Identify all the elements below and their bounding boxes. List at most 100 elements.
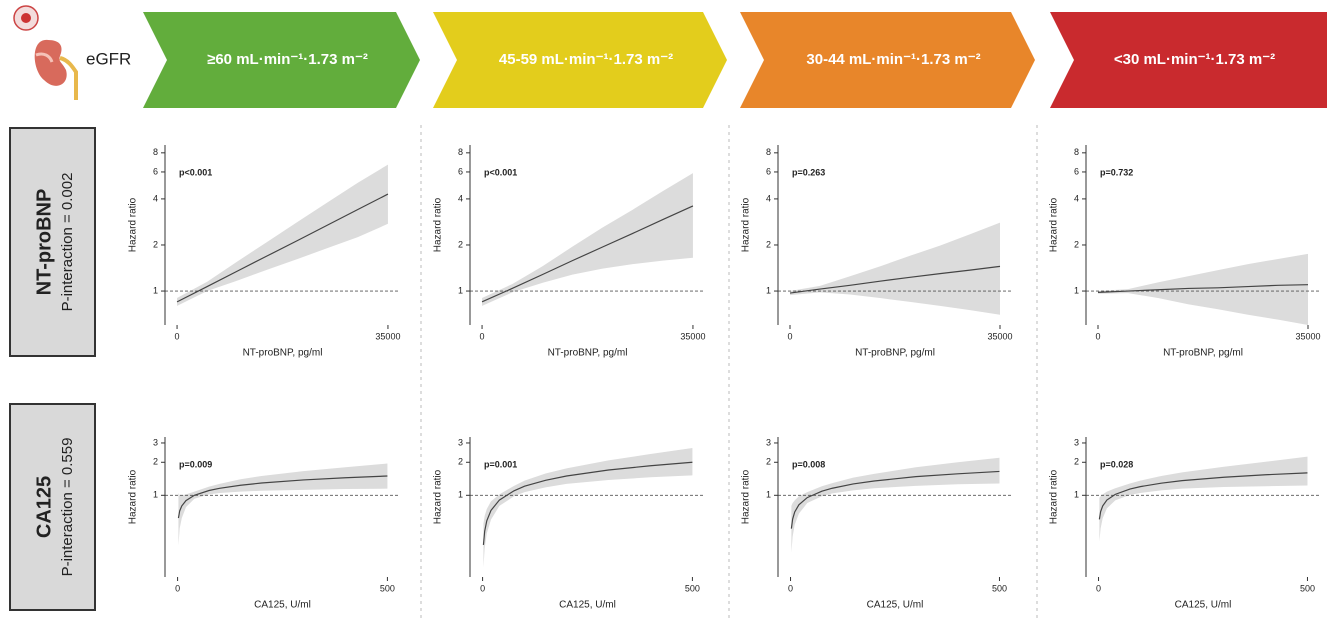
y-tick-label: 6 <box>766 166 771 176</box>
y-tick-label: 3 <box>766 437 771 447</box>
annotation: p=0.009 <box>179 459 212 469</box>
annotation: p=0.008 <box>792 459 825 469</box>
y-tick-label: 8 <box>458 147 463 157</box>
x-tick-label: 500 <box>685 583 700 593</box>
y-tick-label: 2 <box>153 457 158 467</box>
y-tick-label: 6 <box>458 166 463 176</box>
x-axis-label: CA125, U/ml <box>559 600 616 611</box>
x-axis-label: CA125, U/ml <box>1175 600 1232 611</box>
figure: eGFR NT-proBNP P-interaction = 0.002 CA1… <box>0 0 1327 619</box>
confidence-band <box>1099 457 1307 542</box>
confidence-band <box>482 173 693 306</box>
x-tick-label: 0 <box>480 331 485 341</box>
x-axis-label: NT-proBNP, pg/ml <box>243 348 323 359</box>
y-tick-label: 2 <box>766 239 771 249</box>
x-axis-label: NT-proBNP, pg/ml <box>548 348 628 359</box>
y-axis-label: Hazard ratio <box>128 469 139 524</box>
panel: Hazard ratio NT-proBNP, pg/ml p=0.732 1 2 4 6 8… <box>1049 145 1321 359</box>
row-subtitle: P-interaction = 0.559 <box>59 438 76 577</box>
y-tick-label: 3 <box>153 437 158 447</box>
x-tick-label: 0 <box>480 583 485 593</box>
panel: Hazard ratio NT-proBNP, pg/ml p=0.263 1 2 4 6 8… <box>741 145 1013 359</box>
y-tick-label: 1 <box>766 490 771 500</box>
x-tick-label: 0 <box>1096 583 1101 593</box>
row-title: CA125 <box>33 476 55 538</box>
x-tick-label: 35000 <box>375 331 400 341</box>
y-tick-label: 4 <box>1074 193 1079 203</box>
y-tick-label: 3 <box>1074 437 1079 447</box>
y-axis-label: Hazard ratio <box>433 469 444 524</box>
annotation: p<0.001 <box>484 167 517 177</box>
y-axis-label: Hazard ratio <box>1049 469 1060 524</box>
row-label-1: NT-proBNP P-interaction = 0.002 <box>10 128 95 356</box>
y-tick-label: 8 <box>153 147 158 157</box>
x-tick-label: 0 <box>1095 331 1100 341</box>
y-tick-label: 2 <box>458 239 463 249</box>
row-title: NT-proBNP <box>33 189 55 296</box>
y-tick-label: 1 <box>458 285 463 295</box>
y-tick-label: 8 <box>766 147 771 157</box>
confidence-band <box>177 165 388 306</box>
y-tick-label: 2 <box>153 239 158 249</box>
panel: Hazard ratio CA125, U/ml p=0.001 1 2 3 0 500 <box>433 437 705 611</box>
stage-label: 30-44 mL·min⁻¹·1.73 m⁻² <box>806 51 980 68</box>
panel: Hazard ratio NT-proBNP, pg/ml p<0.001 1 2 4 6 8… <box>128 145 401 359</box>
y-tick-label: 1 <box>1074 490 1079 500</box>
row-subtitle: P-interaction = 0.002 <box>59 173 76 312</box>
y-tick-label: 1 <box>153 285 158 295</box>
y-tick-label: 8 <box>1074 147 1079 157</box>
annotation: p=0.028 <box>1100 459 1133 469</box>
annotation: p=0.732 <box>1100 167 1133 177</box>
x-tick-label: 500 <box>992 583 1007 593</box>
y-tick-label: 4 <box>458 193 463 203</box>
stage-label: 45-59 mL·min⁻¹·1.73 m⁻² <box>499 51 673 68</box>
x-tick-label: 0 <box>787 331 792 341</box>
stage-label: ≥60 mL·min⁻¹·1.73 m⁻² <box>207 51 368 68</box>
curve <box>177 194 388 302</box>
panel: Hazard ratio NT-proBNP, pg/ml p<0.001 1 2 4 6 8… <box>433 145 706 359</box>
confidence-band <box>791 458 999 553</box>
y-axis-label: Hazard ratio <box>741 197 752 252</box>
panel: Hazard ratio CA125, U/ml p=0.028 1 2 3 0 500 <box>1049 437 1320 611</box>
x-tick-label: 0 <box>175 583 180 593</box>
x-axis-label: NT-proBNP, pg/ml <box>1163 348 1243 359</box>
annotation: p=0.263 <box>792 167 825 177</box>
row-label-2: CA125 P-interaction = 0.559 <box>10 404 95 610</box>
x-axis-label: NT-proBNP, pg/ml <box>855 348 935 359</box>
x-tick-label: 500 <box>380 583 395 593</box>
x-tick-label: 35000 <box>987 331 1012 341</box>
x-tick-label: 35000 <box>680 331 705 341</box>
y-tick-label: 2 <box>766 457 771 467</box>
y-tick-label: 6 <box>1074 166 1079 176</box>
x-tick-label: 0 <box>788 583 793 593</box>
y-tick-label: 2 <box>1074 457 1079 467</box>
confidence-band <box>1098 254 1308 325</box>
y-tick-label: 3 <box>458 437 463 447</box>
y-axis-label: Hazard ratio <box>433 197 444 252</box>
confidence-band <box>790 223 1000 315</box>
panel: Hazard ratio CA125, U/ml p=0.008 1 2 3 0 500 <box>741 437 1012 611</box>
y-tick-label: 4 <box>153 193 158 203</box>
y-axis-label: Hazard ratio <box>1049 197 1060 252</box>
y-tick-label: 1 <box>766 285 771 295</box>
y-tick-label: 1 <box>458 490 463 500</box>
panel: Hazard ratio CA125, U/ml p=0.009 1 2 3 0 500 <box>128 437 400 611</box>
separators <box>421 125 1037 619</box>
confidence-band <box>178 463 387 545</box>
y-tick-label: 6 <box>153 166 158 176</box>
y-axis-label: Hazard ratio <box>741 469 752 524</box>
stage-label: <30 mL·min⁻¹·1.73 m⁻² <box>1114 51 1275 68</box>
y-tick-label: 1 <box>1074 285 1079 295</box>
kidney-icon <box>14 6 76 100</box>
y-tick-label: 2 <box>458 457 463 467</box>
x-axis-label: CA125, U/ml <box>254 600 311 611</box>
x-tick-label: 0 <box>175 331 180 341</box>
annotation: p=0.001 <box>484 459 517 469</box>
y-axis-label: Hazard ratio <box>128 197 139 252</box>
annotation: p<0.001 <box>179 167 212 177</box>
y-tick-label: 4 <box>766 193 771 203</box>
y-tick-label: 2 <box>1074 239 1079 249</box>
x-axis-label: CA125, U/ml <box>867 600 924 611</box>
x-tick-label: 500 <box>1300 583 1315 593</box>
y-tick-label: 1 <box>153 490 158 500</box>
